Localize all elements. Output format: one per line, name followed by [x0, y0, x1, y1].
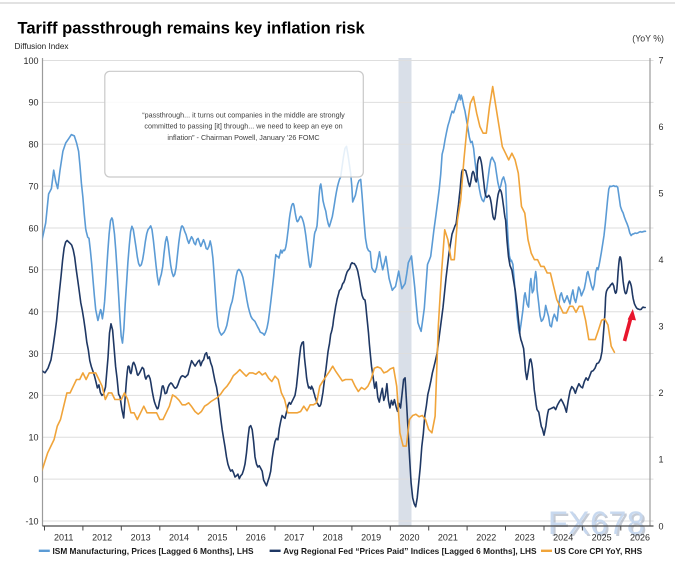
svg-text:20: 20 — [28, 391, 38, 401]
svg-text:Diffusion Index: Diffusion Index — [15, 42, 69, 51]
svg-text:2017: 2017 — [284, 533, 304, 543]
svg-text:2022: 2022 — [476, 533, 496, 543]
svg-text:70: 70 — [28, 181, 38, 191]
svg-text:FX678: FX678 — [548, 505, 645, 541]
svg-text:ISM Manufacturing, Prices [Lag: ISM Manufacturing, Prices [Lagged 6 Mont… — [53, 546, 254, 556]
svg-text:7: 7 — [659, 55, 664, 65]
svg-text:(YoY %): (YoY %) — [632, 34, 664, 44]
svg-text:committed to passing [it] thro: committed to passing [it] through... we … — [144, 122, 342, 131]
svg-text:2013: 2013 — [131, 533, 151, 543]
svg-text:inflation” - Chairman Powell,: inflation” - Chairman Powell, January ’2… — [167, 133, 319, 142]
svg-text:FX678: FX678 — [550, 507, 647, 543]
svg-text:40: 40 — [28, 307, 38, 317]
svg-text:2025: 2025 — [592, 533, 612, 543]
svg-text:60: 60 — [28, 223, 38, 233]
svg-text:2023: 2023 — [515, 533, 535, 543]
svg-text:0: 0 — [659, 521, 664, 531]
svg-text:2016: 2016 — [246, 533, 266, 543]
svg-text:5: 5 — [659, 189, 664, 199]
svg-text:2024: 2024 — [553, 533, 573, 543]
svg-text:2026: 2026 — [630, 533, 650, 543]
svg-text:2014: 2014 — [169, 533, 189, 543]
svg-text:“passthrough... it turns out c: “passthrough... it turns out companies i… — [142, 110, 345, 119]
svg-text:0: 0 — [33, 474, 38, 484]
svg-text:100: 100 — [23, 56, 38, 66]
svg-text:4: 4 — [659, 255, 664, 265]
svg-text:Tariff passthrough remains key: Tariff passthrough remains key inflation… — [18, 20, 366, 38]
svg-text:2011: 2011 — [54, 533, 73, 543]
svg-text:-10: -10 — [25, 516, 38, 526]
svg-text:2012: 2012 — [92, 533, 112, 543]
svg-text:2021: 2021 — [438, 533, 458, 543]
svg-text:80: 80 — [28, 140, 38, 150]
svg-text:2019: 2019 — [361, 533, 381, 543]
svg-text:2020: 2020 — [399, 533, 419, 543]
svg-text:1: 1 — [659, 455, 664, 465]
svg-text:6: 6 — [659, 122, 664, 132]
svg-text:3: 3 — [659, 322, 664, 332]
svg-text:10: 10 — [28, 433, 38, 443]
svg-text:2: 2 — [659, 388, 664, 398]
svg-text:50: 50 — [28, 265, 38, 275]
svg-text:2018: 2018 — [323, 533, 343, 543]
svg-text:Avg Regional Fed “Prices Paid”: Avg Regional Fed “Prices Paid” Indices [… — [283, 546, 537, 556]
svg-text:90: 90 — [28, 98, 38, 108]
svg-text:2015: 2015 — [207, 533, 227, 543]
svg-text:US Core CPI YoY, RHS: US Core CPI YoY, RHS — [554, 546, 642, 556]
svg-text:30: 30 — [28, 349, 38, 359]
